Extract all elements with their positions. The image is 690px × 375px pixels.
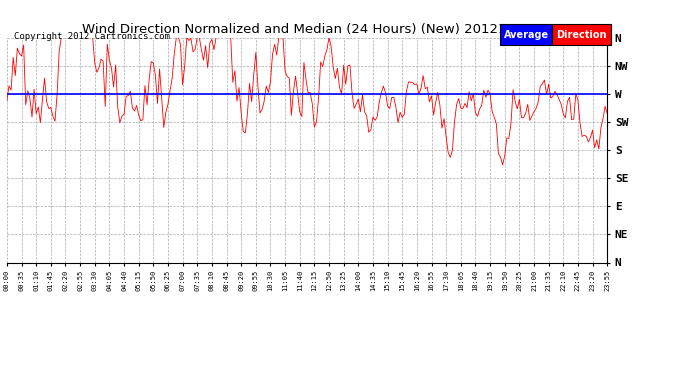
Text: Average: Average [504,30,549,40]
Title: Wind Direction Normalized and Median (24 Hours) (New) 20121128: Wind Direction Normalized and Median (24… [82,23,532,36]
Text: Direction: Direction [556,30,607,40]
Text: Copyright 2012 Cartronics.com: Copyright 2012 Cartronics.com [14,32,170,41]
